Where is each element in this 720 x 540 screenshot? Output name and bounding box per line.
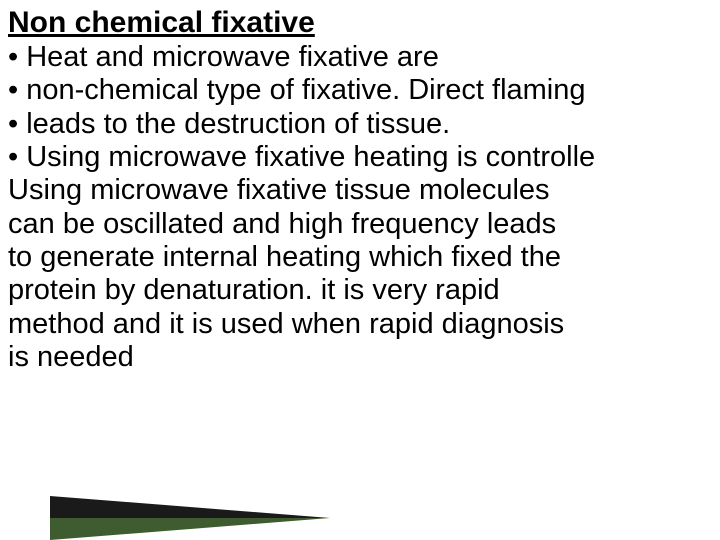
body-line: Using microwave fixative heating is cont… xyxy=(8,141,720,174)
slide-decor-icon xyxy=(50,496,330,540)
decor-top-shape xyxy=(50,496,330,518)
body-line: Heat and microwave fixative are xyxy=(8,41,720,74)
body-line: protein by denaturation. it is very rapi… xyxy=(8,274,720,307)
body-line: to generate internal heating which fixed… xyxy=(8,241,720,274)
decor-bottom-shape xyxy=(50,518,330,540)
body-line: non-chemical type of fixative. Direct fl… xyxy=(8,74,720,107)
slide-title: Non chemical fixative xyxy=(8,6,720,39)
body-line: method and it is used when rapid diagnos… xyxy=(8,308,720,341)
body-line: is needed xyxy=(8,341,720,374)
body-line: can be oscillated and high frequency lea… xyxy=(8,208,720,241)
body-line: Using microwave fixative tissue molecule… xyxy=(8,174,720,207)
slide: Non chemical fixative Heat and microwave… xyxy=(0,0,720,540)
body-line: leads to the destruction of tissue. xyxy=(8,108,720,141)
